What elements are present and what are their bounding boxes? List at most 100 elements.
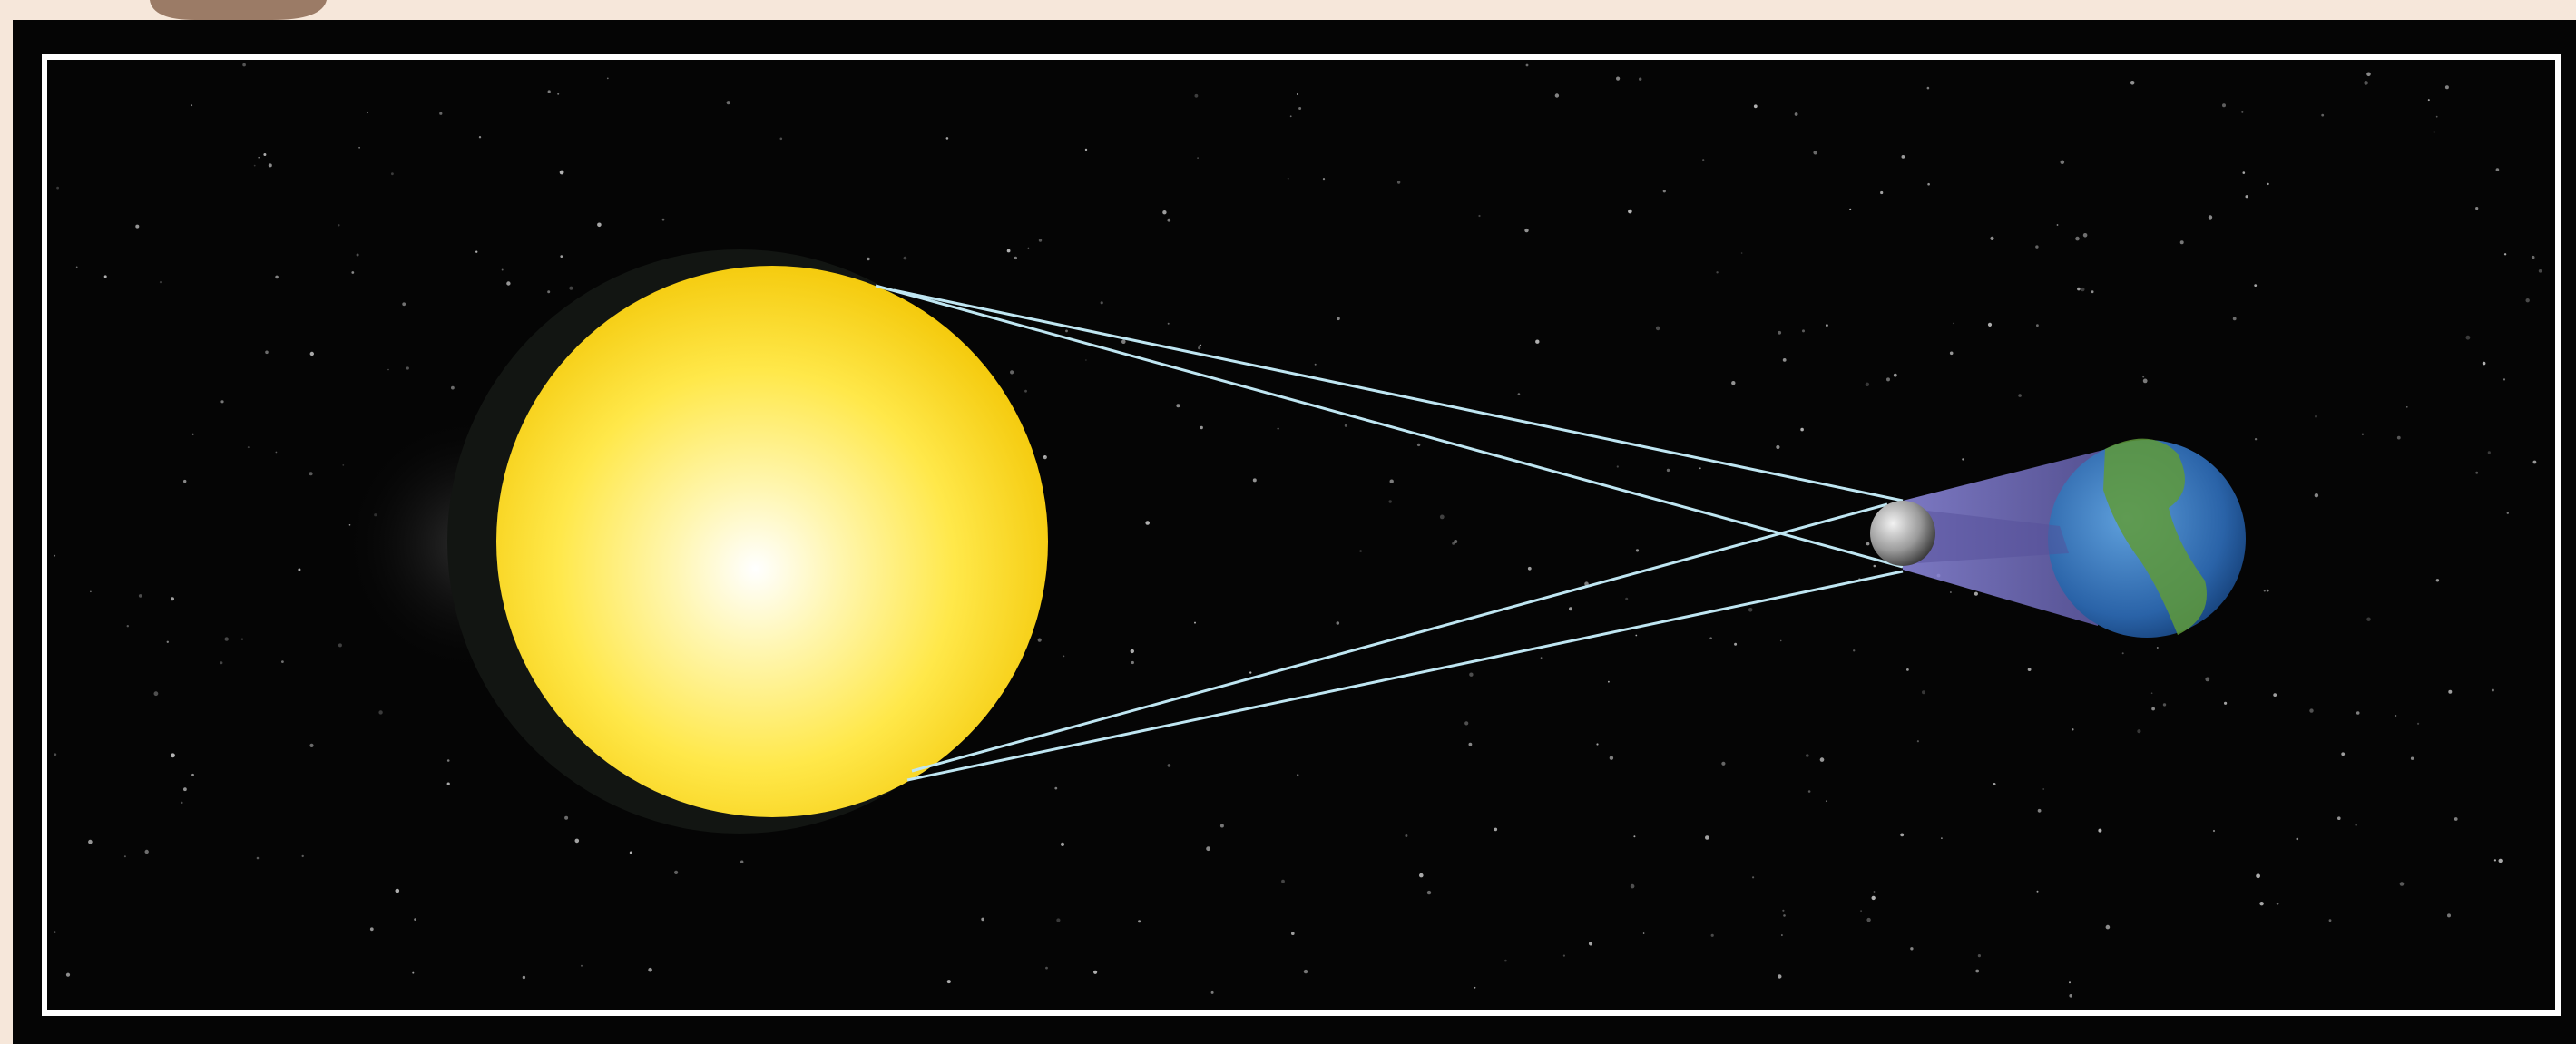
star (903, 256, 907, 260)
star (2105, 924, 2111, 930)
star (402, 302, 406, 307)
star (1800, 427, 1804, 432)
star (1734, 642, 1738, 646)
star (1709, 637, 1712, 639)
star (2276, 903, 2279, 905)
star (1121, 339, 1126, 345)
star (1014, 256, 1018, 260)
star (2355, 824, 2357, 826)
star (1866, 917, 1871, 922)
star (268, 163, 272, 168)
star (2498, 858, 2503, 863)
star (1819, 757, 1825, 762)
star (1043, 455, 1047, 460)
star (1038, 239, 1043, 242)
star (1776, 444, 1780, 450)
star (1085, 359, 1087, 361)
star (1200, 425, 1203, 430)
star (1871, 895, 1876, 901)
star (1941, 837, 1943, 839)
stars (53, 63, 2542, 998)
star (1535, 339, 1540, 344)
star (1962, 458, 1964, 461)
star (661, 218, 665, 221)
star (1865, 382, 1870, 386)
star (2273, 693, 2277, 697)
star (1974, 591, 1978, 596)
star (412, 971, 415, 974)
star (144, 849, 149, 854)
star (2069, 981, 2071, 984)
star (2364, 81, 2368, 85)
star (1024, 389, 1027, 393)
star (301, 854, 304, 858)
star (1633, 835, 1636, 838)
star (1206, 846, 1210, 852)
star (220, 661, 223, 665)
star (2465, 335, 2471, 340)
star (1794, 112, 1798, 116)
star (1731, 381, 1736, 385)
star (2410, 756, 2414, 760)
star (2254, 438, 2258, 441)
star (1782, 358, 1787, 362)
star (1993, 783, 1996, 785)
star (224, 637, 229, 641)
star (2433, 131, 2435, 133)
star (1525, 63, 1529, 67)
star (1468, 742, 1473, 746)
star (171, 597, 174, 601)
star (1616, 76, 1621, 81)
star (1781, 934, 1783, 936)
star (1478, 214, 1481, 218)
ray (911, 502, 1888, 773)
star (1608, 680, 1610, 683)
star (2491, 688, 2494, 692)
star (1281, 879, 1285, 883)
star (1705, 835, 1709, 840)
star (1860, 910, 1863, 912)
star (309, 472, 313, 476)
star (2315, 415, 2317, 418)
star (1056, 918, 1061, 922)
star (1950, 591, 1952, 593)
star (475, 250, 478, 253)
moon (1870, 501, 1935, 566)
star (378, 710, 383, 715)
star (1609, 756, 1614, 760)
star (191, 773, 194, 776)
star (2427, 99, 2430, 102)
star (2142, 378, 2148, 384)
star (2435, 115, 2438, 118)
star (1249, 671, 1252, 674)
star (1389, 479, 1394, 483)
star (90, 590, 92, 593)
star (1953, 322, 1954, 325)
star (2245, 195, 2248, 199)
star (1635, 634, 1638, 637)
star (1469, 672, 1474, 677)
star (501, 268, 504, 271)
star (1065, 329, 1068, 333)
star (1977, 954, 1981, 958)
star (1949, 351, 1954, 356)
star (1194, 621, 1196, 624)
star (1289, 115, 1292, 118)
star (263, 153, 267, 156)
star (1699, 467, 1701, 470)
star (2036, 324, 2039, 327)
star (258, 156, 260, 159)
star (559, 170, 564, 175)
star (2151, 707, 2156, 711)
star (1662, 190, 1666, 193)
star (2328, 919, 2332, 922)
star (2081, 287, 2085, 292)
star (1439, 514, 1445, 520)
star (1100, 301, 1103, 305)
star (597, 222, 602, 228)
star (309, 351, 314, 356)
star (564, 815, 569, 820)
star (2098, 828, 2102, 833)
star (1628, 209, 1632, 214)
star (1655, 326, 1660, 331)
